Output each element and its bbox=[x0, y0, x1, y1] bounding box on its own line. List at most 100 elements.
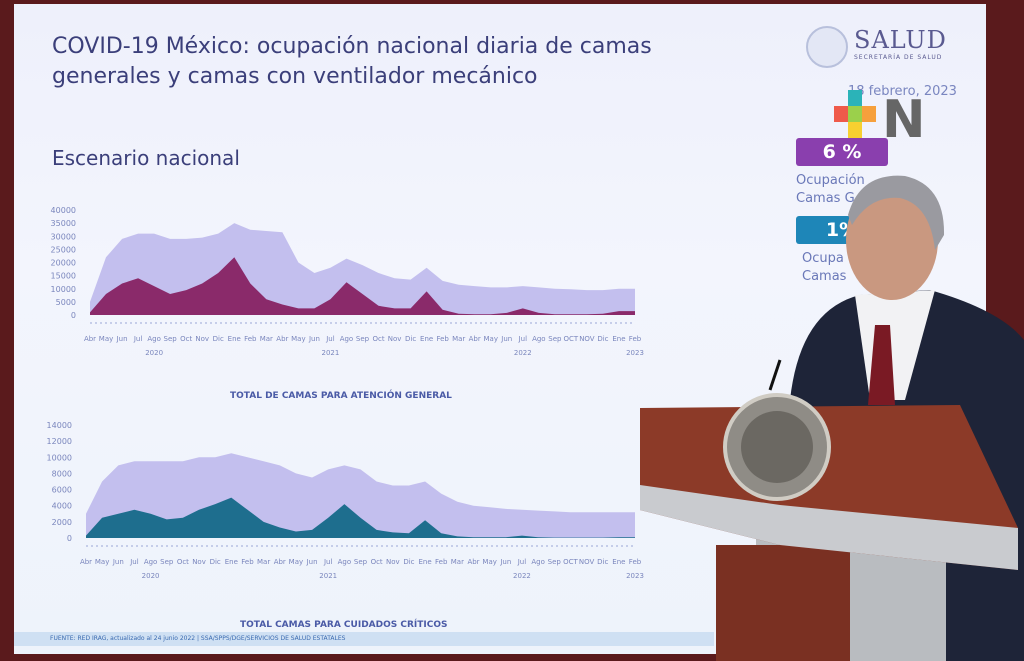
watermark-logo: N bbox=[834, 90, 926, 140]
x-tick-label: Oct bbox=[177, 558, 189, 566]
speaker-head bbox=[846, 180, 938, 300]
x-tick-label: Jun bbox=[306, 558, 318, 566]
x-tick-label: Jun bbox=[112, 558, 124, 566]
x-tick-label: Ene bbox=[612, 335, 625, 343]
y-tick-label: 35000 bbox=[51, 219, 76, 228]
x-tick-label: Abr bbox=[84, 335, 96, 343]
y-tick-label: 10000 bbox=[51, 285, 76, 294]
x-tick-label: Ago bbox=[340, 335, 354, 343]
x-tick-label: Ago bbox=[144, 558, 158, 566]
x-tick-label: NOV bbox=[579, 558, 595, 566]
x-tick-label: Jul bbox=[129, 558, 139, 566]
slide-subtitle: Escenario nacional bbox=[52, 146, 240, 170]
y-tick-label: 12000 bbox=[47, 437, 72, 446]
y-tick-label: 0 bbox=[67, 534, 72, 543]
svg-text:N: N bbox=[882, 90, 926, 140]
x-tick-label: Dic bbox=[213, 335, 224, 343]
x-tick-label: Jul bbox=[325, 335, 335, 343]
y-tick-label: 10000 bbox=[47, 453, 72, 462]
y-tick-label: 20000 bbox=[51, 259, 76, 268]
x-tick-label: Sep bbox=[164, 335, 178, 343]
x-tick-label: Mar bbox=[260, 335, 273, 343]
x-tick-label: Dic bbox=[210, 558, 221, 566]
x-tick-label: Ago bbox=[531, 558, 545, 566]
y-tick-label: 0 bbox=[71, 311, 76, 320]
x-tick-label: Jun bbox=[500, 335, 512, 343]
x-tick-label: Ago bbox=[147, 335, 161, 343]
x-tick-label: Jul bbox=[518, 335, 528, 343]
x-tick-label: Nov bbox=[192, 558, 206, 566]
year-label: 2022 bbox=[513, 572, 531, 580]
x-tick-label: Jun bbox=[499, 558, 511, 566]
area-series-1 bbox=[90, 257, 635, 315]
x-tick-label: Feb bbox=[629, 335, 642, 343]
chart2-legend: TOTAL CAMAS PARA CUIDADOS CRÍTICOS bbox=[240, 620, 448, 630]
x-tick-label: Sep bbox=[356, 335, 370, 343]
source-footer: FUENTE: RED IRAG, actualizado al 24 juni… bbox=[14, 632, 714, 646]
x-tick-label: Abr bbox=[467, 558, 479, 566]
x-tick-label: Abr bbox=[276, 335, 288, 343]
x-tick-label: Ene bbox=[419, 558, 432, 566]
x-tick-label: Sep bbox=[548, 335, 562, 343]
eagle-emblem-icon bbox=[741, 411, 813, 483]
x-tick-label: Dic bbox=[405, 335, 416, 343]
x-tick-label: Feb bbox=[436, 335, 449, 343]
x-tick-label: Nov bbox=[386, 558, 400, 566]
y-tick-label: 6000 bbox=[52, 486, 72, 495]
x-tick-label: Ene bbox=[225, 558, 238, 566]
y-tick-label: 2000 bbox=[52, 518, 72, 527]
x-tick-label: May bbox=[95, 558, 109, 566]
year-label: 2023 bbox=[626, 349, 644, 357]
x-tick-label: Sep bbox=[548, 558, 562, 566]
x-tick-label: Jun bbox=[116, 335, 128, 343]
year-label: 2021 bbox=[319, 572, 337, 580]
y-tick-label: 8000 bbox=[52, 469, 72, 478]
y-tick-label: 15000 bbox=[51, 272, 76, 281]
speaker-tie bbox=[868, 325, 895, 405]
x-tick-label: Ago bbox=[532, 335, 546, 343]
y-tick-label: 25000 bbox=[51, 245, 76, 254]
x-tick-label: Ene bbox=[612, 558, 625, 566]
x-tick-label: Mar bbox=[452, 335, 465, 343]
x-tick-label: Ago bbox=[338, 558, 352, 566]
y-tick-label: 40000 bbox=[51, 206, 76, 215]
y-tick-label: 14000 bbox=[47, 421, 72, 430]
y-tick-label: 30000 bbox=[51, 232, 76, 241]
x-tick-label: OCT bbox=[564, 335, 579, 343]
area-series-1 bbox=[86, 497, 635, 538]
x-tick-label: Mar bbox=[451, 558, 464, 566]
salud-logo: SALUD SECRETARÍA DE SALUD bbox=[854, 26, 947, 61]
x-tick-label: May bbox=[99, 335, 113, 343]
badge-general: 6 % bbox=[796, 138, 888, 166]
x-tick-label: Feb bbox=[244, 335, 257, 343]
year-label: 2020 bbox=[142, 572, 160, 580]
x-tick-label: Nov bbox=[195, 335, 209, 343]
microphone-icon bbox=[768, 359, 782, 391]
year-label: 2021 bbox=[322, 349, 340, 357]
x-tick-label: Sep bbox=[160, 558, 174, 566]
podium-trim bbox=[640, 485, 1018, 570]
x-tick-label: Feb bbox=[435, 558, 448, 566]
speaker-hair bbox=[848, 175, 945, 250]
x-tick-label: Jun bbox=[308, 335, 320, 343]
y-tick-label: 5000 bbox=[56, 298, 76, 307]
x-tick-label: Oct bbox=[372, 335, 384, 343]
x-tick-label: May bbox=[289, 558, 303, 566]
x-tick-label: Jul bbox=[323, 558, 333, 566]
x-tick-label: Dic bbox=[403, 558, 414, 566]
year-label: 2023 bbox=[626, 572, 644, 580]
y-tick-label: 4000 bbox=[52, 502, 72, 511]
x-tick-label: Abr bbox=[274, 558, 286, 566]
x-tick-label: Feb bbox=[629, 558, 642, 566]
x-tick-label: Mar bbox=[257, 558, 270, 566]
x-tick-label: Ene bbox=[228, 335, 241, 343]
year-label: 2022 bbox=[514, 349, 532, 357]
x-tick-label: Abr bbox=[80, 558, 92, 566]
x-tick-label: OCT bbox=[563, 558, 578, 566]
slide-date: 18 febrero, 2023 bbox=[848, 84, 957, 99]
podium-front bbox=[716, 545, 850, 661]
x-tick-label: NOV bbox=[579, 335, 595, 343]
x-tick-label: May bbox=[483, 335, 497, 343]
